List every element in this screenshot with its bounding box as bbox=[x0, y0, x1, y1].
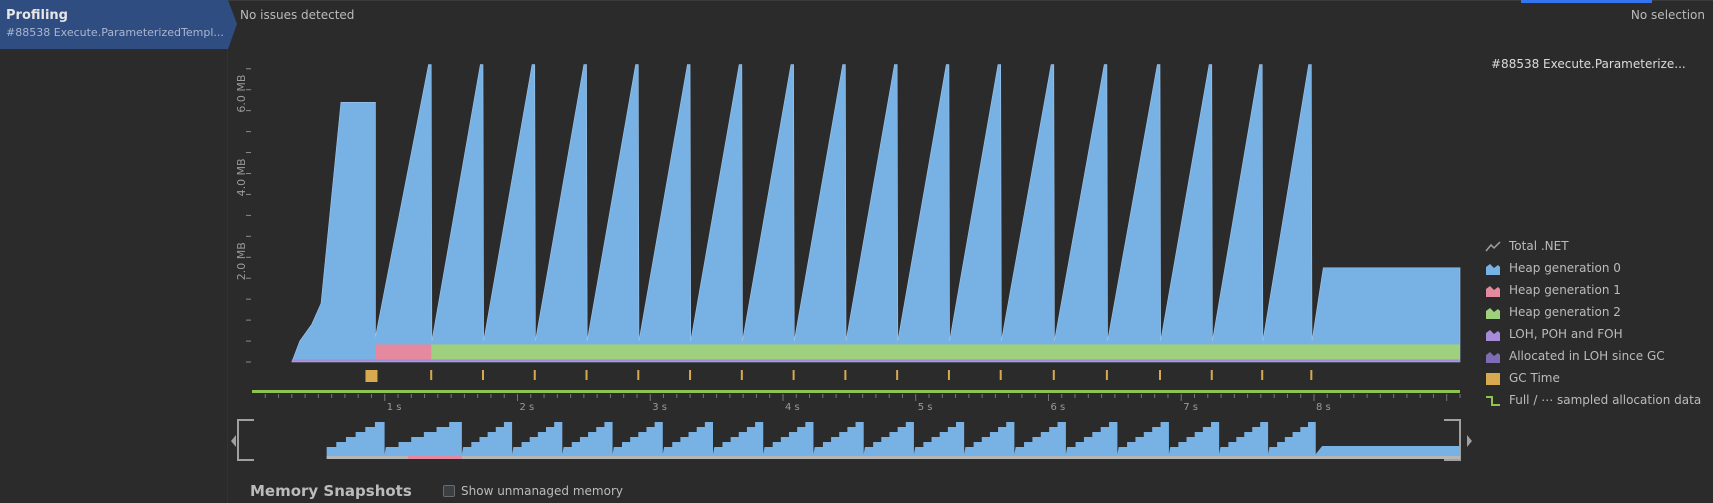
scroll-right-icon bbox=[1467, 435, 1472, 447]
gc-time-marker bbox=[792, 370, 795, 380]
sidebar-item-subtitle: #88538 Execute.ParameterizedTempl... bbox=[6, 26, 224, 39]
heap-gen1-band bbox=[375, 344, 432, 360]
loh-icon bbox=[1485, 327, 1501, 341]
top-bar bbox=[228, 0, 1713, 32]
minimap-left-bracket bbox=[237, 419, 254, 461]
gc-time-marker bbox=[689, 370, 692, 380]
legend-item[interactable]: GC Time bbox=[1485, 370, 1560, 386]
heap-gen0-icon bbox=[1485, 261, 1501, 275]
x-axis-label: 6 s bbox=[1050, 402, 1065, 413]
minimap-gen1 bbox=[407, 456, 462, 459]
legend-label: Full / ⋯ sampled allocation data bbox=[1509, 393, 1702, 407]
gc-time-marker bbox=[999, 370, 1002, 380]
show-unmanaged-memory-toggle[interactable]: Show unmanaged memory bbox=[443, 484, 623, 498]
legend-label: Heap generation 1 bbox=[1509, 283, 1621, 297]
selection-status: No selection bbox=[1630, 8, 1705, 22]
gc-time-marker bbox=[533, 370, 536, 380]
gc-time-marker bbox=[1310, 370, 1313, 380]
legend-label: Allocated in LOH since GC bbox=[1509, 349, 1665, 363]
legend-item[interactable]: Allocated in LOH since GC bbox=[1485, 348, 1665, 364]
gc-time-marker bbox=[1158, 370, 1161, 380]
minimap-baseline bbox=[326, 456, 1461, 459]
legend-label: GC Time bbox=[1509, 371, 1560, 385]
gc-time-marker bbox=[844, 370, 847, 380]
gc-time-marker bbox=[896, 370, 899, 380]
y-axis-label: 6.0 MB bbox=[235, 75, 248, 113]
x-axis-label: 8 s bbox=[1316, 402, 1331, 413]
total-net-icon bbox=[1485, 239, 1501, 253]
legend-item[interactable]: Heap generation 2 bbox=[1485, 304, 1621, 320]
gc-time-marker bbox=[1052, 370, 1055, 380]
gc-time-marker bbox=[1105, 370, 1108, 380]
legend-item[interactable]: Total .NET bbox=[1485, 238, 1569, 254]
gc-time-marker bbox=[637, 370, 640, 380]
issues-status: No issues detected bbox=[240, 8, 355, 22]
gc-time-marker bbox=[585, 370, 588, 380]
y-axis-label: 2.0 MB bbox=[235, 242, 248, 280]
legend-item[interactable]: Heap generation 0 bbox=[1485, 260, 1621, 276]
x-axis-label: 3 s bbox=[652, 402, 667, 413]
legend-label: Total .NET bbox=[1509, 239, 1569, 253]
legend-item[interactable]: LOH, POH and FOH bbox=[1485, 326, 1623, 342]
top-accent-bar bbox=[1521, 0, 1652, 3]
legend-item[interactable]: Heap generation 1 bbox=[1485, 282, 1621, 298]
heap-gen2-band bbox=[431, 344, 1461, 360]
sampling-timeline bbox=[252, 390, 1460, 393]
sidebar: Profiling #88538 Execute.ParameterizedTe… bbox=[0, 0, 237, 503]
gc-time-marker bbox=[365, 370, 378, 382]
full-sampled-icon bbox=[1485, 393, 1501, 407]
y-axis-label: 4.0 MB bbox=[235, 158, 248, 196]
heap-gen2-icon bbox=[1485, 305, 1501, 319]
sidebar-item-title: Profiling bbox=[6, 8, 68, 23]
allocated-loh-icon bbox=[1485, 349, 1501, 363]
legend-label: Heap generation 2 bbox=[1509, 305, 1621, 319]
x-axis-label: 7 s bbox=[1183, 402, 1198, 413]
gc-time-marker bbox=[740, 370, 743, 380]
show-unmanaged-label: Show unmanaged memory bbox=[461, 484, 623, 498]
x-axis-label: 5 s bbox=[918, 402, 933, 413]
detail-title: #88538 Execute.Parameterize... bbox=[1491, 57, 1686, 71]
memory-chart[interactable]: 2.0 MB 4.0 MB 6.0 MB 1 s 2 s 3 s 4 s 5 s 6 s 7 s 8… bbox=[0, 0, 1485, 503]
loh-band bbox=[291, 359, 1460, 362]
memory-snapshots-title: Memory Snapshots bbox=[250, 482, 412, 500]
heap-gen0-area bbox=[291, 64, 1461, 363]
gc-time-marker bbox=[1261, 370, 1264, 380]
legend-label: LOH, POH and FOH bbox=[1509, 327, 1623, 341]
show-unmanaged-checkbox[interactable] bbox=[443, 485, 455, 497]
x-axis-label: 2 s bbox=[519, 402, 534, 413]
gc-time-marker bbox=[1210, 370, 1213, 380]
heap-gen1-icon bbox=[1485, 283, 1501, 297]
gc-time-icon bbox=[1485, 371, 1501, 385]
sidebar-item-profiling[interactable]: Profiling #88538 Execute.ParameterizedTe… bbox=[0, 0, 237, 49]
scroll-left-icon bbox=[231, 435, 236, 447]
minimap-heap-area bbox=[326, 422, 1461, 458]
gc-time-marker bbox=[430, 370, 433, 380]
minimap-right-bracket bbox=[1444, 419, 1461, 461]
x-axis-label: 4 s bbox=[785, 402, 800, 413]
legend-label: Heap generation 0 bbox=[1509, 261, 1621, 275]
gc-time-marker bbox=[947, 370, 950, 380]
x-axis-label: 1 s bbox=[387, 402, 402, 413]
gc-time-marker bbox=[481, 370, 484, 380]
legend-item[interactable]: Full / ⋯ sampled allocation data bbox=[1485, 392, 1701, 408]
